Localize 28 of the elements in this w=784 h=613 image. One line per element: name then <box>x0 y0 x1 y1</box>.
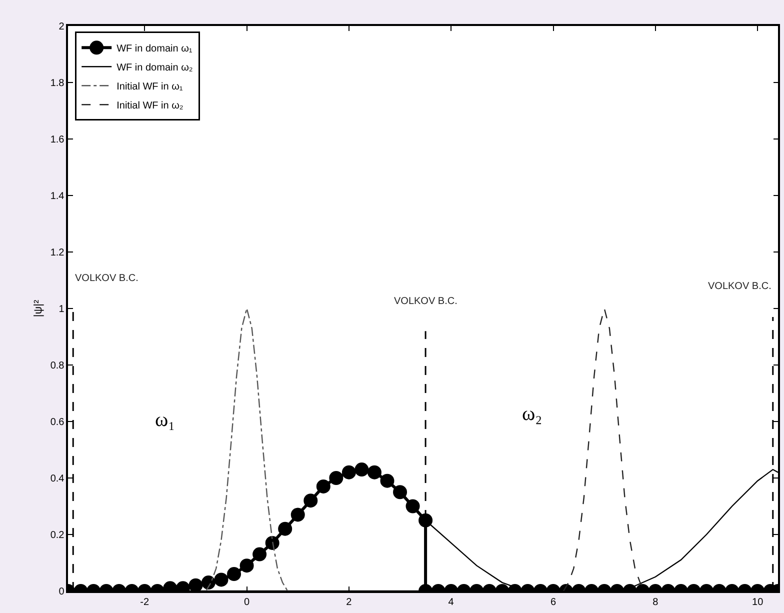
x-tick-label: 0 <box>244 596 250 608</box>
y-axis-title: |ψ|² <box>32 300 44 318</box>
legend-label: WF in domain ω₁ <box>116 44 193 55</box>
annotation: ω₁ <box>155 409 176 431</box>
y-tick-label: 1 <box>58 304 65 315</box>
x-tick-label: 2 <box>346 596 352 608</box>
annotation: ω₂ <box>522 403 542 425</box>
y-tick-label: 0.6 <box>50 417 65 428</box>
y-tick-label: 0 <box>58 586 65 598</box>
y-tick-label: 1.8 <box>50 78 65 89</box>
y-tick-label: 2 <box>58 22 65 32</box>
x-tick-label: 4 <box>448 596 454 608</box>
y-tick-label: 0.4 <box>50 474 65 484</box>
x-tick-label: 8 <box>652 596 659 608</box>
ref-line-label: VOLKOV B.C. <box>394 296 458 307</box>
y-tick-label: 0.2 <box>50 530 65 541</box>
legend-label: Initial WF in ω₁ <box>116 82 184 93</box>
ref-line-label: VOLKOV B.C. <box>708 281 772 292</box>
x-tick-label: 10 <box>752 596 764 608</box>
y-tick-label: 0.8 <box>50 360 65 372</box>
x-tick-label: 6 <box>550 596 556 608</box>
y-tick-label: 1.6 <box>50 134 65 146</box>
ref-line-label: VOLKOV B.C. <box>75 273 138 284</box>
y-tick-label: 1.4 <box>50 191 65 202</box>
legend-label: WF in domain ω₂ <box>116 62 193 74</box>
legend-label: Initial WF in ω₂ <box>116 100 184 112</box>
y-tick-label: 1.2 <box>50 248 65 258</box>
x-tick-label: -2 <box>140 596 150 608</box>
